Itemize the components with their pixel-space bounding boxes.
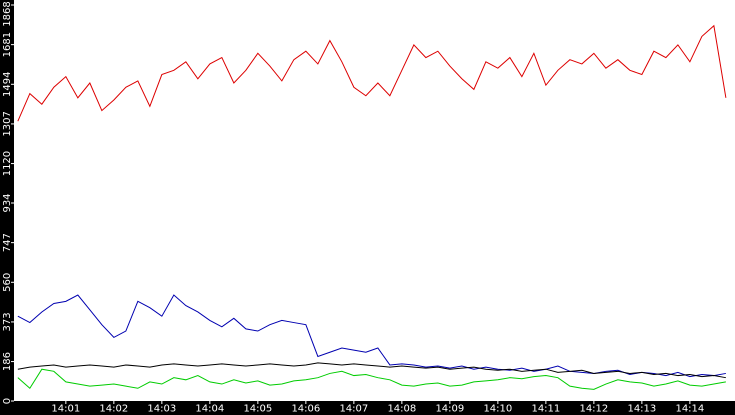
y-tick-label: 1120 bbox=[2, 151, 13, 176]
y-tick-label: 1307 bbox=[2, 111, 13, 136]
x-tick-label: 14:07 bbox=[339, 404, 368, 415]
x-tick-label: 14:03 bbox=[147, 404, 176, 415]
y-axis-strip bbox=[0, 0, 14, 415]
y-tick-label: 186 bbox=[2, 352, 13, 371]
x-axis-strip bbox=[0, 401, 735, 415]
x-tick-label: 14:02 bbox=[99, 404, 128, 415]
x-tick-label: 14:04 bbox=[195, 404, 224, 415]
x-tick-label: 14:09 bbox=[435, 404, 464, 415]
y-tick-label: 560 bbox=[2, 273, 13, 292]
x-tick-label: 14:10 bbox=[483, 404, 512, 415]
y-tick-label: 373 bbox=[2, 312, 13, 331]
x-tick-label: 14:12 bbox=[579, 404, 608, 415]
series-line bbox=[17, 294, 726, 378]
x-tick-label: 14:06 bbox=[291, 404, 320, 415]
y-tick-label: 747 bbox=[2, 233, 13, 252]
series-line bbox=[17, 368, 726, 390]
y-tick-label: 1494 bbox=[2, 72, 13, 97]
y-tick-label: 1868 bbox=[2, 1, 13, 26]
x-tick-label: 14:11 bbox=[531, 404, 560, 415]
y-tick-label: 934 bbox=[2, 193, 13, 212]
x-tick-label: 14:08 bbox=[387, 404, 416, 415]
y-tick-label: 1681 bbox=[2, 32, 13, 57]
x-tick-label: 14:13 bbox=[627, 404, 656, 415]
x-tick-label: 14:14 bbox=[675, 404, 704, 415]
y-tick-label: 0 bbox=[2, 398, 13, 404]
series-line bbox=[17, 362, 726, 379]
x-tick-label: 14:05 bbox=[243, 404, 272, 415]
series-line bbox=[17, 24, 727, 122]
x-tick-label: 14:01 bbox=[51, 404, 80, 415]
